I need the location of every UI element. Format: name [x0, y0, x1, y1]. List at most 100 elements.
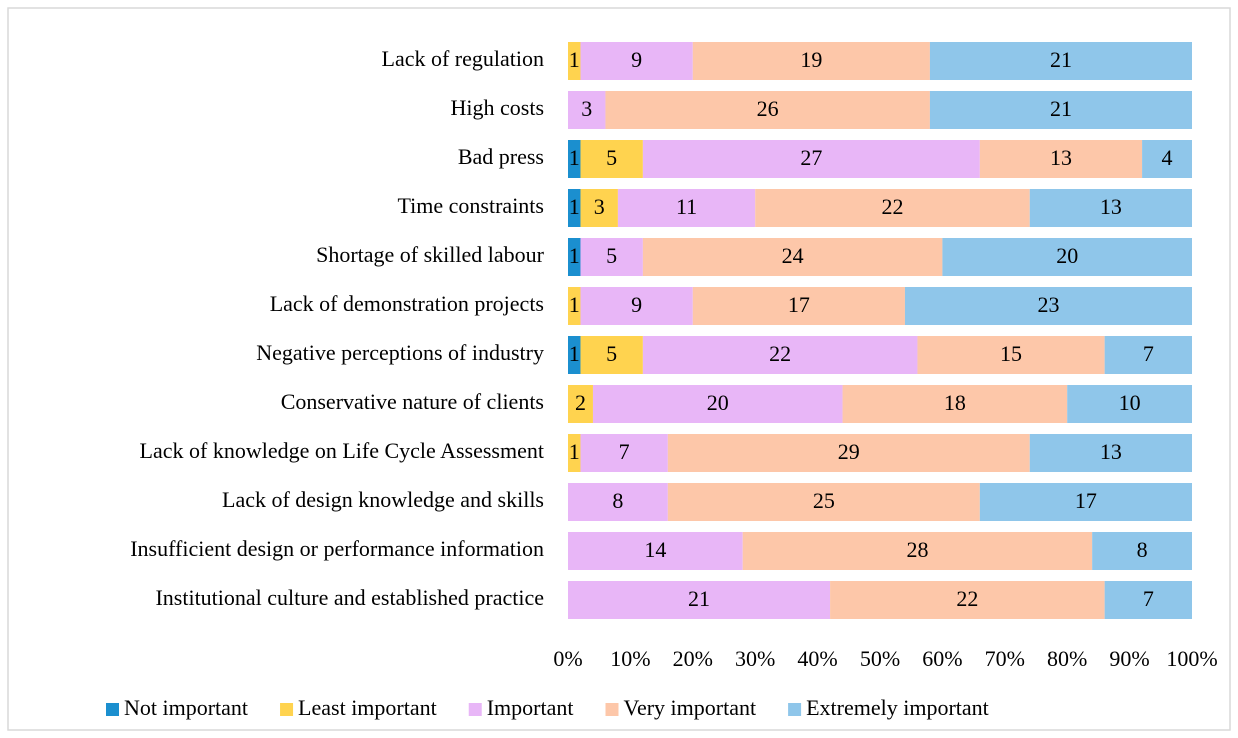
data-label: 8 — [1137, 537, 1148, 562]
bar-segment — [580, 336, 643, 374]
y-tick-label: Lack of demonstration projects — [270, 291, 544, 316]
y-tick-label: Conservative nature of clients — [281, 389, 544, 414]
data-label: 21 — [1050, 96, 1072, 121]
bar-segment — [1092, 532, 1192, 570]
data-label: 7 — [1143, 586, 1154, 611]
data-label: 1 — [569, 194, 580, 219]
bar-segment — [568, 140, 581, 178]
bar-segment — [842, 385, 1068, 423]
data-label: 3 — [581, 96, 592, 121]
y-tick-label: Shortage of skilled labour — [316, 242, 545, 267]
data-label: 24 — [782, 243, 804, 268]
bar-segment — [580, 189, 618, 227]
data-label: 21 — [1050, 47, 1072, 72]
bar-segment — [755, 189, 1030, 227]
bar-segment — [568, 42, 581, 80]
data-label: 22 — [881, 194, 903, 219]
legend-swatch — [605, 703, 619, 716]
y-tick-label: Lack of design knowledge and skills — [222, 487, 544, 512]
data-label: 22 — [769, 341, 791, 366]
legend-swatch — [280, 703, 294, 716]
data-label: 9 — [631, 47, 642, 72]
data-label: 7 — [1143, 341, 1154, 366]
data-label: 17 — [788, 292, 810, 317]
x-tick-label: 30% — [735, 646, 775, 671]
data-label: 1 — [569, 243, 580, 268]
bar-segment — [1104, 581, 1192, 619]
x-tick-label: 40% — [797, 646, 837, 671]
data-label: 7 — [619, 439, 630, 464]
data-label: 19 — [800, 47, 822, 72]
bar-segment — [568, 189, 581, 227]
bar-segment — [568, 434, 581, 472]
x-tick-label: 10% — [610, 646, 650, 671]
data-label: 26 — [757, 96, 779, 121]
bar-segment — [667, 483, 980, 521]
data-label: 22 — [956, 586, 978, 611]
x-tick-label: 100% — [1166, 646, 1217, 671]
bar-segment — [605, 91, 930, 129]
bar-segment — [692, 42, 930, 80]
bar-segment — [1029, 434, 1192, 472]
data-label: 1 — [569, 341, 580, 366]
legend-label: Very important — [624, 695, 757, 720]
legend-label: Least important — [298, 695, 437, 720]
data-label: 21 — [688, 586, 710, 611]
bar-segment — [942, 238, 1192, 276]
legend-swatch — [468, 703, 482, 716]
y-tick-label: Time constraints — [398, 193, 544, 218]
bar-segment — [904, 287, 1192, 325]
bar-segment — [580, 140, 643, 178]
y-tick-label: Negative perceptions of industry — [256, 340, 544, 365]
data-label: 14 — [644, 537, 666, 562]
bar-segment — [667, 434, 1030, 472]
data-label: 5 — [606, 341, 617, 366]
bar-segment — [917, 336, 1105, 374]
data-label: 5 — [606, 243, 617, 268]
bar-segment — [568, 581, 831, 619]
y-tick-label: Lack of regulation — [382, 46, 545, 71]
bar-segment — [580, 287, 693, 325]
data-label: 20 — [707, 390, 729, 415]
data-label: 25 — [813, 488, 835, 513]
bar-segment — [979, 140, 1143, 178]
data-label: 1 — [569, 292, 580, 317]
bar-segment — [568, 238, 581, 276]
data-label: 13 — [1100, 439, 1122, 464]
data-label: 1 — [569, 47, 580, 72]
bar-segment — [568, 91, 606, 129]
bar-segment — [742, 532, 1093, 570]
legend-label: Important — [487, 695, 574, 720]
bar-segment — [1104, 336, 1192, 374]
bar-segment — [929, 42, 1192, 80]
bar-segment — [642, 336, 918, 374]
bar-segment — [642, 238, 943, 276]
y-tick-label: Insufficient design or performance infor… — [130, 536, 544, 561]
data-label: 13 — [1050, 145, 1072, 170]
data-label: 20 — [1056, 243, 1078, 268]
bar-segment — [592, 385, 843, 423]
bar-segment — [580, 434, 668, 472]
data-label: 13 — [1100, 194, 1122, 219]
data-label: 9 — [631, 292, 642, 317]
bar-segment — [1029, 189, 1192, 227]
data-label: 11 — [676, 194, 697, 219]
x-tick-label: 70% — [985, 646, 1025, 671]
legend-label: Not important — [124, 695, 248, 720]
data-label: 23 — [1037, 292, 1059, 317]
data-label: 1 — [569, 145, 580, 170]
bar-segment — [568, 336, 581, 374]
x-tick-label: 20% — [673, 646, 713, 671]
bar-segment — [830, 581, 1105, 619]
y-tick-label: High costs — [451, 95, 545, 120]
bar-segment — [580, 42, 693, 80]
y-tick-label: Lack of knowledge on Life Cycle Assessme… — [140, 438, 544, 463]
data-label: 27 — [800, 145, 822, 170]
data-label: 29 — [838, 439, 860, 464]
x-tick-label: 50% — [860, 646, 900, 671]
x-tick-label: 60% — [922, 646, 962, 671]
x-tick-label: 80% — [1047, 646, 1087, 671]
data-label: 5 — [606, 145, 617, 170]
bar-segment — [642, 140, 980, 178]
